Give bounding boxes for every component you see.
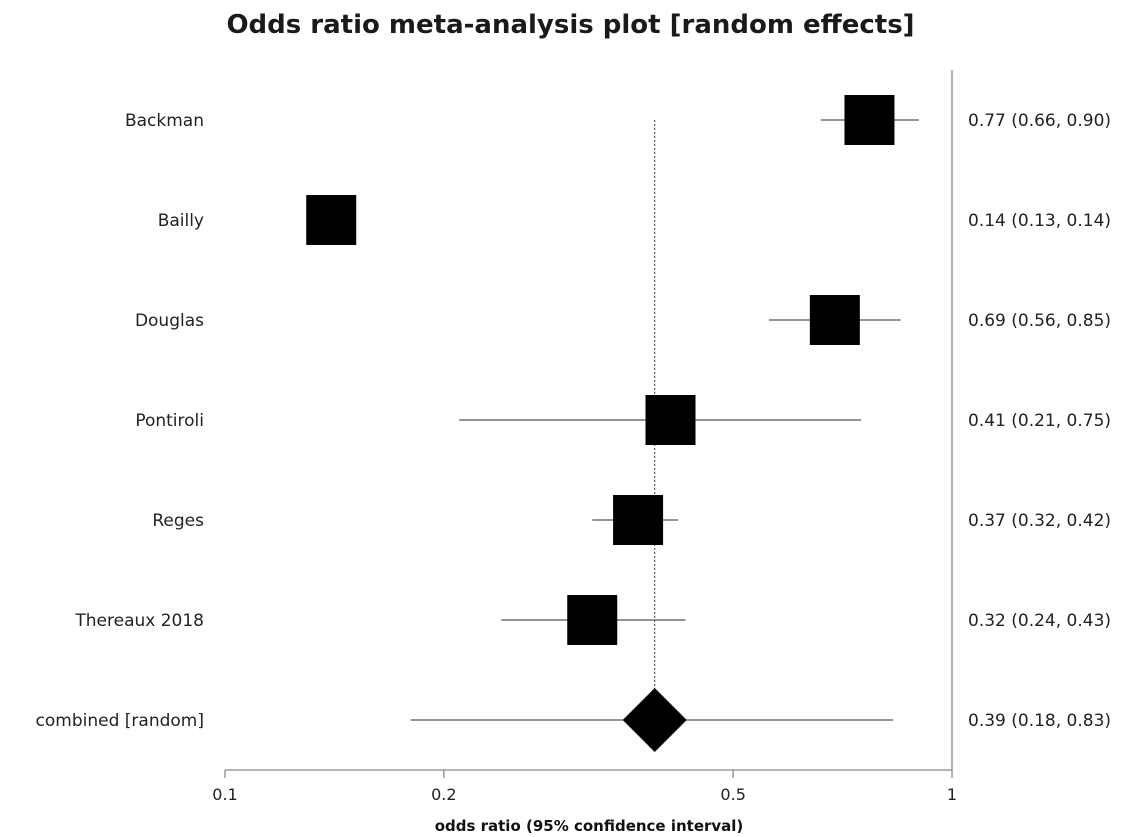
study-estimate-square [613, 495, 664, 545]
ci-text: 0.39 (0.18, 0.83) [968, 711, 1111, 731]
x-axis-label: odds ratio (95% confidence interval) [435, 817, 744, 835]
study-row: Pontiroli 0.41 (0.21, 0.75) [135, 395, 1111, 445]
study-estimate-square [567, 595, 618, 645]
study-row: Reges 0.37 (0.32, 0.42) [152, 495, 1111, 545]
ci-text: 0.77 (0.66, 0.90) [968, 111, 1111, 131]
combined-row: combined [random] 0.39 (0.18, 0.83) [36, 688, 1111, 752]
x-tick-label: 0.1 [212, 785, 237, 804]
study-estimate-square [645, 395, 696, 445]
chart-title: Odds ratio meta-analysis plot [random ef… [226, 10, 915, 40]
x-axis: 0.1 0.2 0.5 1 [212, 769, 957, 804]
study-label: Pontiroli [135, 411, 204, 431]
study-estimate-square [306, 195, 357, 245]
combined-estimate-diamond [622, 688, 687, 752]
study-label: Bailly [158, 211, 204, 231]
study-label: Thereaux 2018 [74, 611, 204, 631]
study-row: Thereaux 2018 0.32 (0.24, 0.43) [74, 595, 1111, 645]
study-label: Backman [125, 111, 204, 131]
study-row: Backman 0.77 (0.66, 0.90) [125, 95, 1111, 145]
ci-text: 0.69 (0.56, 0.85) [968, 311, 1111, 331]
study-label: Douglas [135, 311, 204, 331]
ci-text: 0.41 (0.21, 0.75) [968, 411, 1111, 431]
study-label: Reges [152, 511, 204, 531]
x-tick-label: 0.5 [720, 785, 745, 804]
study-estimate-square [844, 95, 895, 145]
ci-text: 0.37 (0.32, 0.42) [968, 511, 1111, 531]
study-estimate-square [809, 295, 860, 345]
x-tick-label: 0.2 [431, 785, 456, 804]
study-row: Douglas 0.69 (0.56, 0.85) [135, 295, 1111, 345]
x-tick-label: 1 [947, 785, 957, 804]
ci-text: 0.14 (0.13, 0.14) [968, 211, 1111, 231]
study-label: combined [random] [36, 711, 204, 731]
study-row: Bailly 0.14 (0.13, 0.14) [158, 195, 1111, 245]
study-rows: Backman 0.77 (0.66, 0.90) Bailly 0.14 (0.13… [36, 95, 1111, 752]
ci-text: 0.32 (0.24, 0.43) [968, 611, 1111, 631]
